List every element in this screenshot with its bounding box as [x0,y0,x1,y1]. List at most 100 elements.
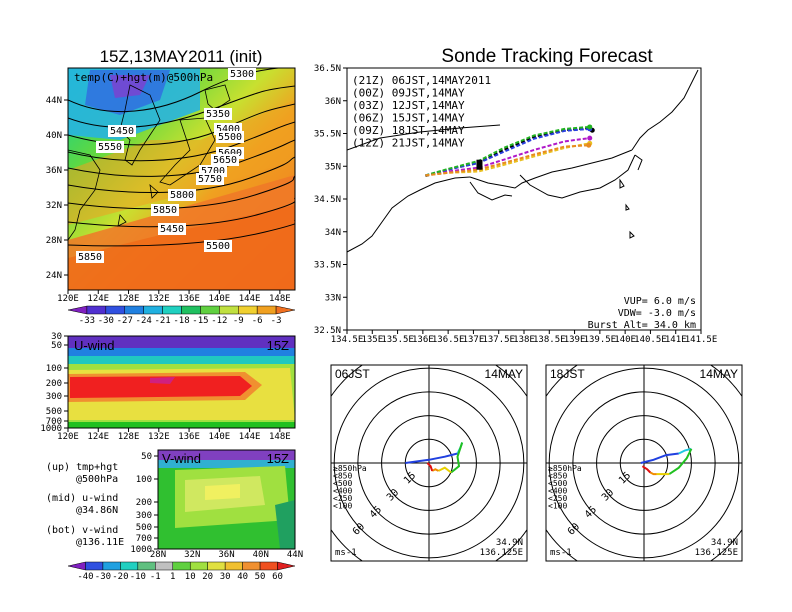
tracking-lat-tick: 34N [325,228,341,238]
contour-label: 5450 [110,126,134,137]
uwind-p-tick: 1000 [40,424,62,434]
temp-colorbar-label: -6 [252,316,263,326]
temp-colorbar-swatch [67,305,88,315]
legend-mid-1: (mid) u-wind [46,493,118,504]
tracking-lon-tick: 138.5E [533,335,566,345]
left-title: 15Z,13MAY2011 (init) [100,47,263,66]
wind-colorbar-swatch [207,561,226,571]
tracking-lon-tick: 137.5E [482,335,515,345]
uwind-p-tick: 100 [46,364,62,374]
temperature-colorbar: -33 -30 -27 -24 -21 -18 -15 -12 -9 -6 -3 [67,305,296,326]
wind-colorbar-label: 50 [255,572,266,582]
vdw-param: VDW= -3.0 m/s [618,308,696,319]
uwind-p-tick: 50 [51,341,62,351]
contour-label-bg [216,131,244,143]
temp-colorbar-swatch [105,305,125,315]
hodograph-plot-area [331,365,527,561]
tracking-lon-ticks: 134.5E135E135.5E136E136.5E137E137.5E138E… [331,330,717,345]
legend-up-2: @500hPa [76,474,118,485]
tracking-lat-tick: 34.5N [314,195,341,205]
vwind-p-tick: 700 [136,534,152,544]
wind-colorbar-label: 60 [272,572,283,582]
hodograph-legend-entry: <400 [333,487,352,496]
vwind-lat-tick: 28N [150,550,166,560]
wind-colorbar-label: -40 [77,572,93,582]
wind-colorbar-swatch [259,561,278,571]
hodograph-trace [450,442,464,474]
vwind-p-tick: 200 [136,498,152,508]
map-lon-tick: 124E [87,294,109,304]
map-lat-tick: 28N [46,236,62,246]
map-lon-tick: 140E [208,294,230,304]
hodograph-legend-entry: <850 [548,472,567,481]
map-lat-tick: 40N [46,131,62,141]
launch-site-marker [476,159,483,170]
burst-param: Burst Alt= 34.0 km [588,320,696,331]
hodograph-legend-entry: <500 [548,479,567,488]
uwind-label: U-wind [74,338,114,353]
hodograph-legend-entry: <500 [333,479,352,488]
uwind-lon-tick: 140E [208,432,230,442]
map-lon-tick: 144E [239,294,261,304]
contour-label-bg [204,240,232,252]
wind-colorbar-label: 30 [220,572,231,582]
map-frame [67,67,296,291]
vup-param: VUP= 6.0 m/s [624,296,696,307]
contour-label: 5850 [153,205,177,216]
trajectory-endpoint [587,135,593,141]
temp-colorbar-swatch [256,305,277,315]
uwind-frame [67,335,296,429]
contour-label: 5650 [213,155,237,166]
hodograph-trace [431,468,439,472]
uwind-p-tick: 300 [46,392,62,402]
tracking-lon-tick: 134.5E [331,335,364,345]
hodograph-trace [678,447,692,455]
trajectory-line [425,142,590,177]
vwind-time: 15Z [267,451,289,466]
vwind-p-tick: 300 [136,511,152,521]
temp-colorbar-swatch [275,305,296,315]
tracking-lon-tick: 141E [665,335,687,345]
wind-colorbar-label: -20 [112,572,128,582]
contour-label: 5450 [160,224,184,235]
uwind-lon-tick: 128E [118,432,140,442]
contour-label-bg [108,125,136,137]
trajectory-endpoint [587,124,593,130]
uwind-lon-tick: 136E [178,432,200,442]
map-lon-tick: 136E [178,294,200,304]
temp-colorbar-label: -15 [192,316,208,326]
contour-label: 5550 [98,142,122,153]
wind-colorbar-swatch [67,561,86,571]
legend-mid-2: @34.86N [76,505,118,516]
vwind-p-tick: 50 [141,452,152,462]
uwind-p-tick: 30 [51,332,62,342]
contour-label-bg [196,173,224,185]
temp-colorbar-swatch [124,305,144,315]
legend-bot-2: @136.11E [76,537,124,548]
temp-colorbar-label: -27 [117,316,133,326]
hodograph-time: 18JST [550,367,585,381]
temp-colorbar-swatch [143,305,163,315]
wind-colorbar-swatch [102,561,121,571]
wind-colorbar-swatch [224,561,243,571]
trajectory-line [425,137,590,177]
contour-label-bg [204,108,232,120]
launch-legend-entry: (03Z) 12JST,14MAY [352,99,465,112]
hodograph-frame [330,364,528,562]
trajectory-line [425,125,590,177]
temp-colorbar-swatch [219,305,239,315]
temp-colorbar-label: -9 [233,316,244,326]
launch-legend-entry: (00Z) 09JST,14MAY [352,87,465,100]
hodograph-lat: 34.9N [711,538,738,548]
wind-colorbar-label: -30 [95,572,111,582]
temp-colorbar-label: -33 [79,316,95,326]
contour-label: 5600 [218,148,242,159]
tracking-lon-tick: 140.5E [634,335,667,345]
tracking-lat-tick: 35N [325,162,341,172]
contour-label: 5750 [198,174,222,185]
hodograph-legend-entry: <850 [333,472,352,481]
hodograph-trace [649,471,657,476]
